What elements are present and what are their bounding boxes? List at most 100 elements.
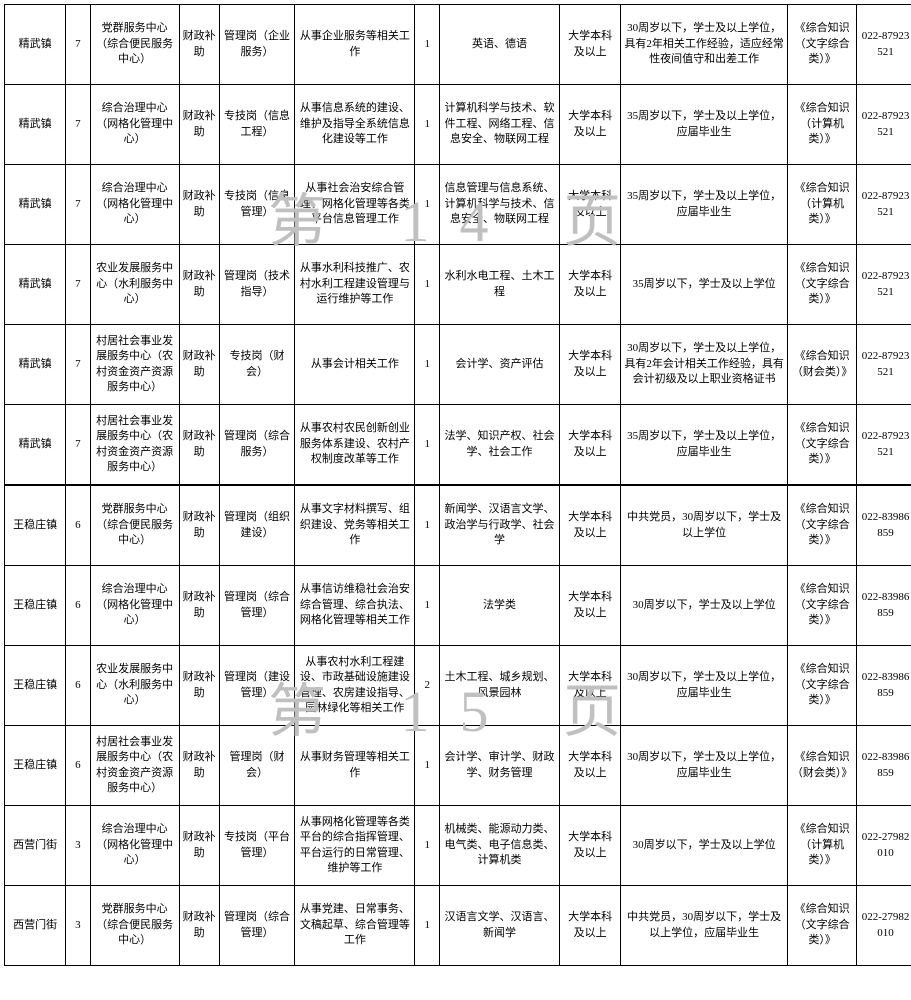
cell-code: 3	[66, 806, 90, 886]
cell-major: 水利水电工程、土木工程	[439, 245, 559, 325]
cell-major: 计算机科学与技术、软件工程、网络工程、信息安全、物联网工程	[439, 85, 559, 165]
cell-town: 王稳庄镇	[5, 566, 66, 646]
cell-num: 2	[415, 646, 439, 726]
cell-duty: 从事财务管理等相关工作	[295, 726, 415, 806]
cell-post: 管理岗（建设管理）	[219, 646, 295, 726]
cell-exam: 《综合知识（文字综合类）》	[788, 5, 857, 85]
cell-code: 7	[66, 165, 90, 245]
cell-fund: 财政补助	[179, 245, 219, 325]
cell-code: 6	[66, 646, 90, 726]
cell-exam: 《综合知识（文字综合类）》	[788, 646, 857, 726]
cell-fund: 财政补助	[179, 325, 219, 405]
cell-edu: 大学本科及以上	[560, 886, 621, 966]
cell-num: 1	[415, 325, 439, 405]
cell-req: 35周岁以下，学士及以上学位，应届毕业生	[621, 165, 788, 245]
cell-tel: 022-27982010	[857, 886, 911, 966]
cell-town: 精武镇	[5, 165, 66, 245]
cell-req: 30周岁以下，学士及以上学位，应届毕业生	[621, 646, 788, 726]
cell-town: 精武镇	[5, 325, 66, 405]
cell-post: 管理岗（财会）	[219, 726, 295, 806]
cell-code: 7	[66, 5, 90, 85]
cell-major: 法学、知识产权、社会学、社会工作	[439, 405, 559, 485]
cell-exam: 《综合知识（计算机类）》	[788, 165, 857, 245]
cell-town: 王稳庄镇	[5, 646, 66, 726]
cell-tel: 022-83986859	[857, 726, 911, 806]
table-row: 精武镇7村居社会事业发展服务中心（农村资金资产资源服务中心）财政补助管理岗（综合…	[5, 405, 911, 485]
cell-fund: 财政补助	[179, 486, 219, 566]
cell-req: 30周岁以下，学士及以上学位	[621, 806, 788, 886]
cell-post: 管理岗（技术指导）	[219, 245, 295, 325]
cell-req: 30周岁以下，学士及以上学位	[621, 566, 788, 646]
cell-tel: 022-87923521	[857, 325, 911, 405]
cell-post: 专技岗（信息管理）	[219, 165, 295, 245]
cell-fund: 财政补助	[179, 405, 219, 485]
table-row: 精武镇7党群服务中心（综合便民服务中心）财政补助管理岗（企业服务）从事企业服务等…	[5, 5, 911, 85]
cell-unit: 村居社会事业发展服务中心（农村资金资产资源服务中心）	[90, 405, 179, 485]
cell-tel: 022-87923521	[857, 5, 911, 85]
cell-post: 专技岗（财会）	[219, 325, 295, 405]
cell-exam: 《综合知识（财会类）》	[788, 726, 857, 806]
cell-tel: 022-83986859	[857, 566, 911, 646]
cell-edu: 大学本科及以上	[560, 165, 621, 245]
cell-duty: 从事农村农民创新创业服务体系建设、农村产权制度改革等工作	[295, 405, 415, 485]
cell-unit: 农业发展服务中心（水利服务中心）	[90, 646, 179, 726]
cell-tel: 022-87923521	[857, 165, 911, 245]
cell-duty: 从事水利科技推广、农村水利工程建设管理与运行维护等工作	[295, 245, 415, 325]
cell-exam: 《综合知识（计算机类）》	[788, 806, 857, 886]
table-row: 精武镇7综合治理中心（网格化管理中心）财政补助专技岗（信息工程）从事信息系统的建…	[5, 85, 911, 165]
cell-unit: 党群服务中心（综合便民服务中心）	[90, 886, 179, 966]
table-row: 王稳庄镇6农业发展服务中心（水利服务中心）财政补助管理岗（建设管理）从事农村水利…	[5, 646, 911, 726]
table-row: 精武镇7村居社会事业发展服务中心（农村资金资产资源服务中心）财政补助专技岗（财会…	[5, 325, 911, 405]
cell-major: 土木工程、城乡规划、风景园林	[439, 646, 559, 726]
cell-unit: 综合治理中心（网格化管理中心）	[90, 806, 179, 886]
cell-fund: 财政补助	[179, 165, 219, 245]
cell-tel: 022-87923521	[857, 85, 911, 165]
cell-duty: 从事文字材料撰写、组织建设、党务等相关工作	[295, 486, 415, 566]
cell-duty: 从事信访维稳社会治安综合管理、综合执法、网格化管理等相关工作	[295, 566, 415, 646]
cell-major: 英语、德语	[439, 5, 559, 85]
cell-code: 3	[66, 886, 90, 966]
cell-num: 1	[415, 886, 439, 966]
cell-num: 1	[415, 566, 439, 646]
cell-post: 管理岗（综合管理）	[219, 886, 295, 966]
cell-num: 1	[415, 165, 439, 245]
cell-unit: 村居社会事业发展服务中心（农村资金资产资源服务中心）	[90, 325, 179, 405]
cell-exam: 《综合知识（文字综合类）》	[788, 886, 857, 966]
cell-post: 管理岗（企业服务）	[219, 5, 295, 85]
cell-edu: 大学本科及以上	[560, 245, 621, 325]
cell-major: 会计学、资产评估	[439, 325, 559, 405]
cell-code: 7	[66, 85, 90, 165]
cell-fund: 财政补助	[179, 646, 219, 726]
cell-code: 7	[66, 325, 90, 405]
cell-unit: 村居社会事业发展服务中心（农村资金资产资源服务中心）	[90, 726, 179, 806]
cell-num: 1	[415, 405, 439, 485]
cell-exam: 《综合知识（文字综合类）》	[788, 405, 857, 485]
cell-major: 法学类	[439, 566, 559, 646]
cell-req: 30周岁以下，学士及以上学位，具有2年会计相关工作经验，具有会计初级及以上职业资…	[621, 325, 788, 405]
cell-fund: 财政补助	[179, 566, 219, 646]
cell-post: 管理岗（综合服务）	[219, 405, 295, 485]
cell-town: 精武镇	[5, 405, 66, 485]
cell-exam: 《综合知识（计算机类）》	[788, 85, 857, 165]
cell-num: 1	[415, 245, 439, 325]
cell-duty: 从事信息系统的建设、维护及指导全系统信息化建设等工作	[295, 85, 415, 165]
cell-req: 35周岁以下，学士及以上学位，应届毕业生	[621, 85, 788, 165]
cell-num: 1	[415, 85, 439, 165]
cell-duty: 从事社会治安综合管理、网格化管理等各类平台信息管理工作	[295, 165, 415, 245]
cell-fund: 财政补助	[179, 5, 219, 85]
cell-edu: 大学本科及以上	[560, 806, 621, 886]
cell-unit: 党群服务中心（综合便民服务中心）	[90, 5, 179, 85]
cell-town: 精武镇	[5, 245, 66, 325]
cell-unit: 综合治理中心（网格化管理中心）	[90, 85, 179, 165]
cell-edu: 大学本科及以上	[560, 726, 621, 806]
cell-req: 30周岁以下，学士及以上学位，具有2年相关工作经验，适应经常性夜间值守和出差工作	[621, 5, 788, 85]
cell-req: 中共党员，30周岁以下，学士及以上学位，应届毕业生	[621, 886, 788, 966]
cell-town: 精武镇	[5, 5, 66, 85]
table-row: 西营门街3综合治理中心（网格化管理中心）财政补助专技岗（平台管理）从事网格化管理…	[5, 806, 911, 886]
cell-edu: 大学本科及以上	[560, 405, 621, 485]
cell-fund: 财政补助	[179, 886, 219, 966]
cell-tel: 022-87923521	[857, 245, 911, 325]
cell-num: 1	[415, 5, 439, 85]
cell-fund: 财政补助	[179, 85, 219, 165]
cell-edu: 大学本科及以上	[560, 486, 621, 566]
